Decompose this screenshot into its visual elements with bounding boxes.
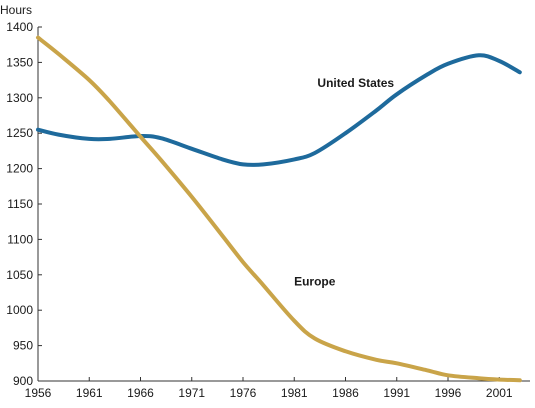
- x-tick-label: 1961: [76, 386, 103, 400]
- series-line-united-states: [36, 53, 522, 167]
- y-tick-label: 900: [13, 374, 33, 388]
- series-lines: [36, 35, 522, 383]
- x-tick-label: 1996: [435, 386, 462, 400]
- x-tick-label: 2001: [486, 386, 513, 400]
- series-label-united-states: United States: [317, 76, 394, 90]
- y-tick-label: 1300: [6, 91, 33, 105]
- y-tick-label: 1100: [7, 232, 33, 246]
- y-tick-label: 1250: [6, 126, 33, 140]
- series-label-europe: Europe: [294, 274, 336, 288]
- y-tick-label: 1200: [6, 162, 33, 176]
- series-line-europe: [36, 35, 522, 383]
- y-tick-label: 950: [13, 339, 33, 353]
- x-tick-label: 1976: [230, 386, 257, 400]
- x-axis-ticks: 1956 1961 1966 1971 1976 1981 1986 1991 1996 2001: [25, 377, 513, 400]
- x-tick-label: 1956: [25, 386, 52, 400]
- series-labels: United States Europe: [294, 76, 394, 288]
- y-axis-label: Hours: [0, 3, 32, 17]
- x-tick-label: 1966: [127, 386, 154, 400]
- y-tick-label: 1150: [7, 197, 33, 211]
- axes: [37, 27, 530, 382]
- x-tick-label: 1971: [178, 386, 205, 400]
- y-tick-label: 1050: [6, 268, 33, 282]
- y-tick-label: 1000: [6, 303, 33, 317]
- y-axis-ticks: 900 950 1000 1050 1100 1150 1200 1250 1300 1350 14…: [6, 20, 42, 388]
- x-tick-label: 1991: [383, 386, 410, 400]
- x-tick-label: 1986: [332, 386, 359, 400]
- y-tick-label: 1350: [6, 55, 33, 69]
- y-tick-label: 1400: [6, 20, 33, 34]
- x-tick-label: 1981: [281, 386, 308, 400]
